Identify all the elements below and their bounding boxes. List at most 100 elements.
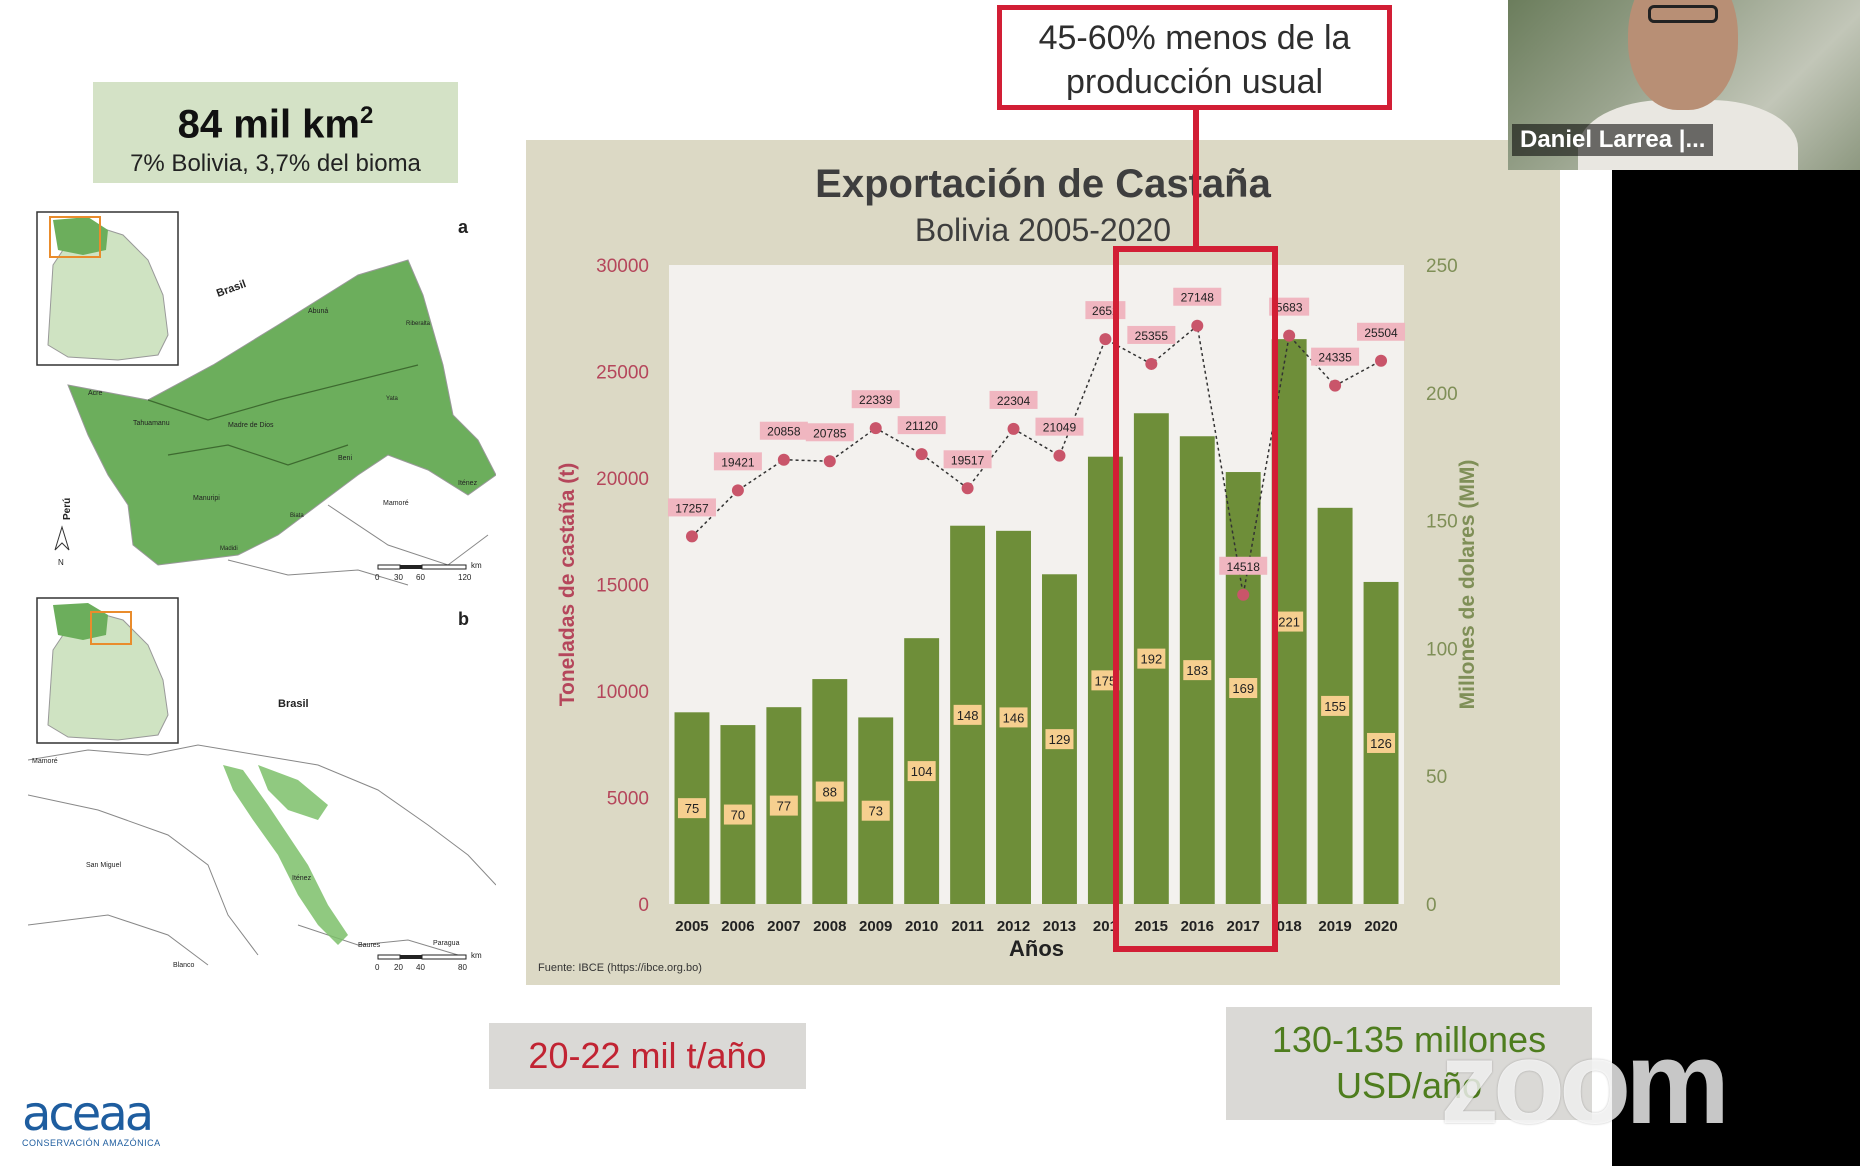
tonnage-label-2017: 14518 (1227, 560, 1261, 574)
map-a-label-yata: Yata (386, 396, 399, 402)
map-a: a Brasil Perú Acre Tahuamanu Madre de Di… (28, 205, 496, 590)
participant-video-tile[interactable]: Daniel Larrea |... (1508, 0, 1860, 170)
revenue-box: 130-135 millones USD/año (1226, 1007, 1592, 1120)
map-a-label-peru: Perú (62, 498, 73, 520)
tonnage-label-bg (1219, 556, 1268, 575)
callout-line-1: 45-60% menos de la (1038, 19, 1351, 57)
bar-label-bg (1321, 695, 1350, 716)
bar-label-bg (1137, 648, 1166, 669)
x-tick-label-2011: 2011 (951, 918, 984, 935)
tonnage-point-2018 (1283, 329, 1296, 342)
x-tick-label-2006: 2006 (721, 918, 754, 935)
x-tick-label-2015: 2015 (1135, 918, 1168, 935)
bar-label-bg (1275, 611, 1304, 632)
tonnage-point-2011 (961, 482, 974, 495)
bar-label-bg (1045, 729, 1074, 750)
callout-line-2: producción usual (1065, 63, 1324, 101)
north-label: N (58, 558, 64, 567)
tonnage-label-bg (1035, 417, 1084, 436)
x-tick-label-2009: 2009 (859, 918, 892, 935)
map-b-label-brasil: Brasil (278, 698, 309, 710)
tonnage-point-2009 (869, 422, 882, 435)
tonnage-point-2016 (1191, 319, 1204, 332)
bar-label-2016: 183 (1186, 663, 1208, 678)
revenue-line-2: USD/año (1335, 1065, 1483, 1106)
tonnage-label-2016: 27148 (1181, 291, 1215, 305)
aceaa-logo: aceaa CONSERVACIÓN AMAZÓNICA (22, 1090, 161, 1148)
map-b-label-baures: Baures (358, 942, 381, 949)
map-a-label-itenez: Iténez (458, 480, 478, 487)
tonnage-label-bg (851, 390, 900, 409)
bar-label-2005: 75 (685, 801, 699, 816)
participant-name: Daniel Larrea |... (1512, 124, 1714, 156)
area-title-sup: 2 (359, 102, 374, 129)
map-b-label-itenez: Iténez (292, 875, 312, 882)
x-tick-label-2005: 2005 (675, 918, 708, 935)
tonnage-label-2015: 25355 (1135, 329, 1169, 343)
map-a-scale-60: 60 (416, 573, 425, 582)
tonnage-point-2007 (777, 453, 790, 466)
tonnage-label-2013: 21049 (1043, 421, 1077, 435)
highlight-box-2015-2017 (1113, 246, 1278, 952)
map-a-label-beni: Beni (338, 455, 352, 462)
tonnage-point-2006 (731, 484, 744, 497)
map-a-label-riberalta: Riberalta (406, 321, 431, 327)
tonnage-point-2015 (1145, 357, 1158, 370)
glasses-icon (1648, 5, 1718, 23)
x-tick-label-2007: 2007 (767, 918, 800, 935)
map-a-scale-unit: km (471, 561, 482, 570)
left-axis-tick-label: 25000 (596, 363, 649, 384)
bar-label-2020: 126 (1370, 736, 1392, 751)
map-b-label-paragua: Paragua (433, 940, 460, 947)
x-tick-label-2017: 2017 (1227, 918, 1260, 935)
north-arrow-icon: N (54, 525, 70, 567)
tonnage-label-2011: 19517 (951, 453, 985, 467)
map-b-scale-80: 80 (458, 963, 467, 972)
area-box: 84 mil km2 7% Bolivia, 3,7% del bioma (93, 82, 458, 183)
tonnage-point-2008 (823, 455, 836, 468)
chart-source: Fuente: IBCE (https://ibce.org.bo) (538, 962, 702, 974)
tonnage-label-bg (805, 423, 854, 442)
tonnage-label-bg (1357, 322, 1406, 341)
chart: 0 5000 10000 15000 20000 25000 30000 0 50 100 150 2… (556, 256, 1479, 961)
bar-label-bg (861, 800, 890, 821)
tonnage-label-bg (1311, 347, 1360, 366)
map-b-panel-label: b (458, 609, 469, 629)
x-tick-label-2020: 2020 (1364, 918, 1397, 935)
map-b-label-mamore-1: Mamoré (32, 758, 58, 765)
tonnage-label-bg (1173, 287, 1222, 306)
tonnage-label-bg (667, 498, 716, 517)
bar-label-bg (1091, 670, 1120, 691)
tonnage-label-bg (759, 421, 808, 440)
map-a-scale-30: 30 (394, 573, 403, 582)
bar-label-bg (999, 707, 1028, 728)
bar-label-bg (677, 798, 706, 819)
left-axis-tick-label: 15000 (596, 576, 649, 597)
x-tick-label-2013: 2013 (1043, 918, 1076, 935)
right-axis-tick-label: 50 (1426, 767, 1447, 788)
bar-label-2013: 129 (1049, 732, 1071, 747)
left-axis-tick-label: 20000 (596, 469, 649, 490)
bar-label-2017: 169 (1232, 681, 1254, 696)
right-axis-label: Millones de dolares (MM) (1456, 460, 1479, 710)
bar-label-2019: 155 (1324, 699, 1346, 714)
map-a-label-acre: Acre (88, 390, 103, 397)
tonnage-label-2008: 20785 (813, 426, 847, 440)
bar-label-2008: 88 (823, 785, 837, 800)
bar-label-2014: 175 (1095, 673, 1117, 688)
right-axis-tick-label: 150 (1426, 512, 1458, 533)
x-tick-label-2008: 2008 (813, 918, 846, 935)
zoom-watermark: zoom (1440, 1017, 1730, 1149)
map-b: b Brasil Mamoré San Miguel Iténez Baures… (28, 595, 496, 980)
bar-label-bg (815, 781, 844, 802)
bar-label-bg (953, 704, 982, 725)
right-axis-tick-label: 100 (1426, 639, 1458, 660)
tonnage-line (691, 324, 1382, 595)
map-a-label-abuna: Abuná (308, 308, 328, 315)
bar-label-2010: 104 (911, 764, 933, 779)
bar-label-bg (1229, 678, 1258, 699)
production-box: 20-22 mil t/año (489, 1023, 806, 1089)
right-axis-tick-label: 0 (1426, 895, 1437, 916)
chart-subtitle: Bolivia 2005-2020 (914, 212, 1172, 248)
map-a-scale-120: 120 (458, 573, 472, 582)
